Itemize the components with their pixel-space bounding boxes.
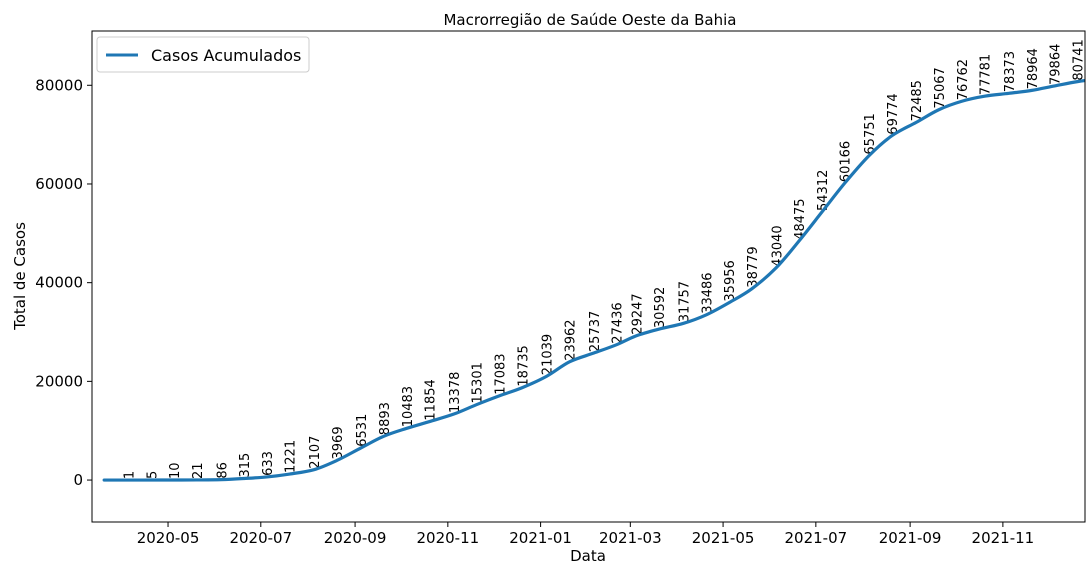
- y-axis: 0 20000 40000 60000 80000: [35, 76, 92, 489]
- data-label: 80741: [1071, 39, 1086, 80]
- data-label: 75067: [933, 67, 948, 108]
- data-label: 72485: [910, 80, 925, 121]
- data-label: 3969: [331, 426, 346, 459]
- data-label: 43040: [770, 225, 785, 266]
- data-label: 29247: [630, 293, 645, 334]
- legend: Casos Acumulados: [96, 36, 310, 73]
- x-tick-label: 2020-11: [416, 529, 479, 547]
- plot-frame: [91, 30, 1086, 523]
- data-label: 77781: [979, 54, 994, 95]
- data-label: 65751: [863, 113, 878, 154]
- data-label: 21: [191, 462, 206, 479]
- legend-label: Casos Acumulados: [151, 46, 301, 65]
- data-label: 11854: [424, 379, 439, 420]
- legend-box: [96, 36, 310, 73]
- data-label: 69774: [886, 93, 901, 134]
- data-label: 1: [123, 471, 138, 479]
- y-tick-label: 20000: [35, 372, 83, 390]
- data-label: 23962: [564, 319, 579, 360]
- data-label: 79864: [1049, 44, 1064, 85]
- data-label: 78964: [1026, 48, 1041, 89]
- data-label: 31757: [678, 281, 693, 322]
- data-label: 35956: [723, 260, 738, 301]
- data-label: 76762: [956, 59, 971, 100]
- y-tick-label: 0: [73, 471, 83, 489]
- data-label: 18735: [516, 345, 531, 386]
- data-label: 1221: [284, 440, 299, 473]
- data-labels: 1 5 10 21 86 315 633 1221 2107 3969 6531 8893 10483 1…: [123, 39, 1086, 479]
- data-label: 25737: [588, 311, 603, 352]
- x-tick-label: 2020-09: [324, 529, 387, 547]
- data-label: 13378: [448, 372, 463, 413]
- data-label: 10483: [401, 386, 416, 427]
- data-label: 27436: [611, 302, 626, 343]
- x-tick-label: 2021-11: [972, 529, 1035, 547]
- data-label: 21039: [541, 334, 556, 375]
- x-axis-label: Data: [570, 547, 606, 565]
- data-label: 15301: [471, 362, 486, 403]
- data-label: 54312: [816, 170, 831, 211]
- data-label: 86: [215, 462, 230, 479]
- y-axis-label: Total de Casos: [11, 222, 29, 331]
- data-label: 48475: [793, 198, 808, 239]
- x-axis: 2020-05 2020-07 2020-09 2020-11 2021-01 2021-…: [137, 522, 1035, 547]
- data-label: 2107: [308, 436, 323, 469]
- data-label: 30592: [653, 287, 668, 328]
- data-label: 78373: [1003, 51, 1018, 92]
- data-label: 60166: [839, 141, 854, 182]
- x-tick-label: 2020-05: [137, 529, 200, 547]
- series-layer: [102, 78, 1085, 482]
- chart-title: Macrorregião de Saúde Oeste da Bahia: [443, 11, 736, 29]
- data-label: 17083: [494, 353, 509, 394]
- y-tick-label: 80000: [35, 76, 83, 94]
- data-label: 6531: [355, 414, 370, 447]
- data-label: 38779: [746, 246, 761, 287]
- data-label: 5: [145, 471, 160, 479]
- series-line-casos-acumulados: [102, 78, 1085, 482]
- x-tick-label: 2021-07: [784, 529, 847, 547]
- x-tick-label: 2020-07: [229, 529, 292, 547]
- data-label: 33486: [700, 272, 715, 313]
- data-label: 10: [168, 462, 183, 479]
- data-label: 633: [261, 451, 276, 476]
- x-tick-label: 2021-05: [692, 529, 755, 547]
- data-label: 8893: [378, 402, 393, 435]
- x-tick-label: 2021-09: [879, 529, 942, 547]
- x-tick-label: 2021-03: [599, 529, 662, 547]
- data-label: 315: [238, 453, 253, 478]
- y-tick-label: 40000: [35, 274, 83, 292]
- x-tick-label: 2021-01: [509, 529, 572, 547]
- y-tick-label: 60000: [35, 175, 83, 193]
